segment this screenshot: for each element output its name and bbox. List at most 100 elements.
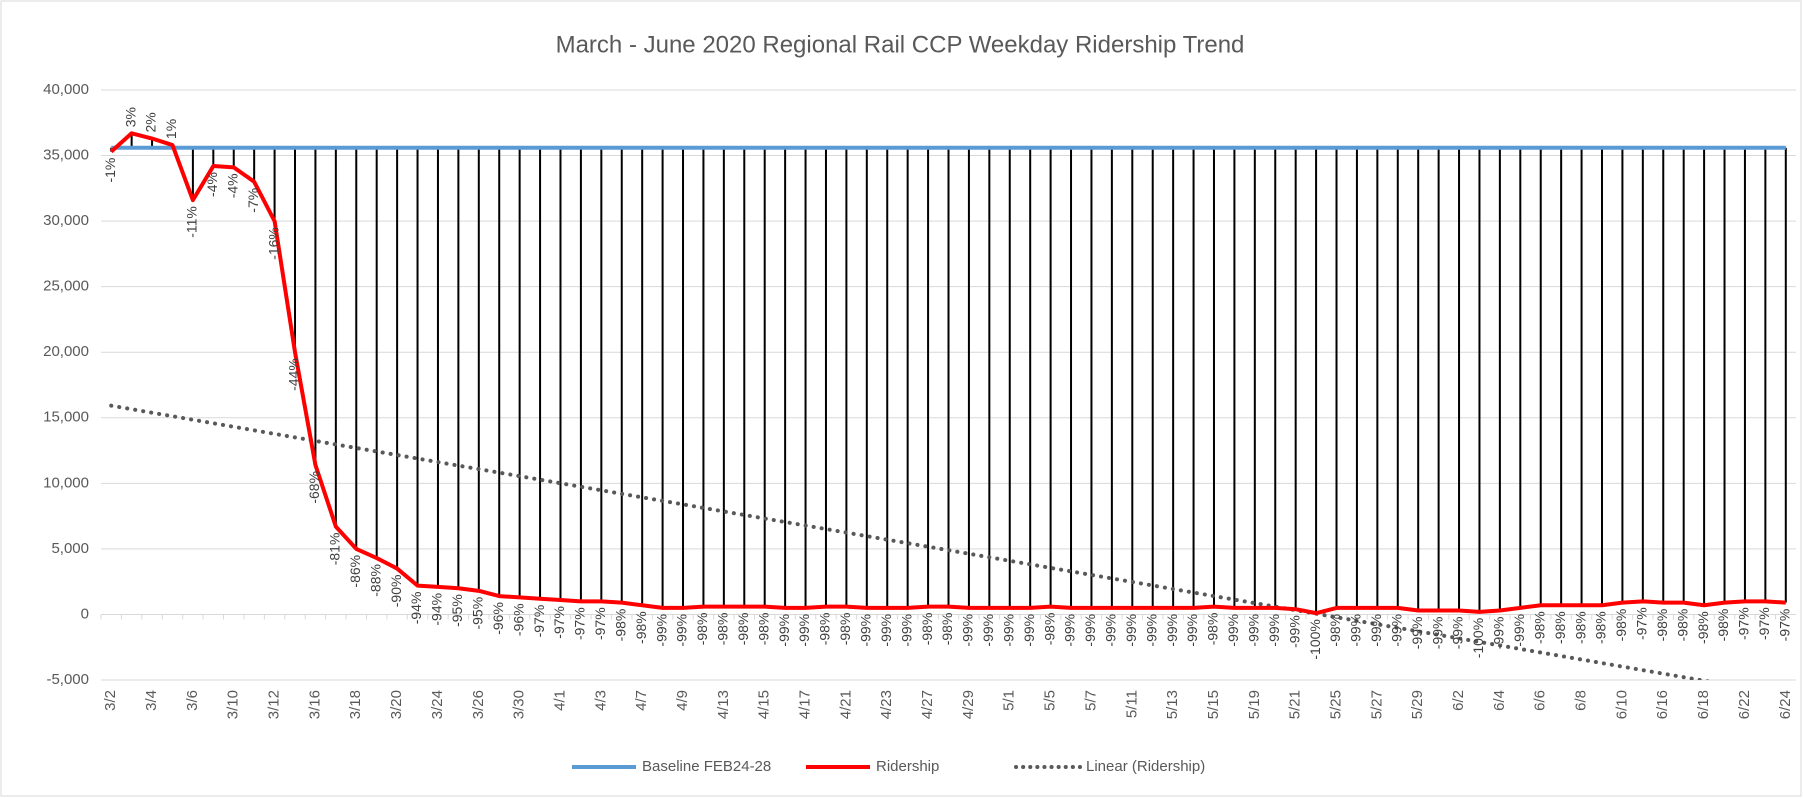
point-label: -99% xyxy=(653,614,669,647)
point-label: -95% xyxy=(449,594,465,627)
point-label: -81% xyxy=(327,533,343,566)
x-tick-label: 4/13 xyxy=(715,690,732,719)
trendline xyxy=(109,403,1712,680)
point-label: -98% xyxy=(817,613,833,646)
y-tick-label: 15,000 xyxy=(43,409,89,426)
point-label: -99% xyxy=(1164,614,1180,647)
point-label: -98% xyxy=(1552,611,1568,644)
x-tick-label: 5/1 xyxy=(1001,690,1018,711)
point-label: -99% xyxy=(1511,614,1527,647)
x-tick-label: 6/16 xyxy=(1654,690,1671,719)
point-label: -99% xyxy=(1388,614,1404,647)
x-tick-label: 6/8 xyxy=(1573,690,1590,711)
point-label: -97% xyxy=(1634,607,1650,640)
point-label: -99% xyxy=(1429,617,1445,650)
point-label: -98% xyxy=(1205,613,1221,646)
point-label: -1% xyxy=(102,158,118,183)
point-label: -99% xyxy=(1062,614,1078,647)
point-label: -98% xyxy=(1327,614,1343,647)
x-tick-label: 6/24 xyxy=(1777,690,1794,719)
legend-label: Ridership xyxy=(876,758,939,775)
x-tick-label: 3/24 xyxy=(429,690,446,719)
point-label: -4% xyxy=(204,172,220,197)
point-label: -96% xyxy=(490,602,506,635)
x-tick-label: 5/5 xyxy=(1042,690,1059,711)
x-tick-label: 5/29 xyxy=(1409,690,1426,719)
y-tick-label: 25,000 xyxy=(43,278,89,295)
x-tick-label: 5/7 xyxy=(1082,690,1099,711)
x-tick-label: 4/7 xyxy=(633,690,650,711)
point-label: -99% xyxy=(1123,614,1139,647)
point-label: -99% xyxy=(1082,614,1098,647)
y-tick-label: 5,000 xyxy=(51,540,89,557)
point-label: -86% xyxy=(347,555,363,588)
point-label: -99% xyxy=(878,614,894,647)
point-label: -94% xyxy=(408,592,424,625)
x-tick-label: 4/17 xyxy=(797,690,814,719)
x-tick-label: 6/22 xyxy=(1736,690,1753,719)
point-label: -97% xyxy=(531,605,547,638)
x-tick-label: 4/15 xyxy=(756,690,773,719)
point-label: -99% xyxy=(1021,614,1037,647)
series-line xyxy=(109,131,1786,616)
x-tick-label: 5/19 xyxy=(1246,690,1263,719)
x-tick-label: 3/10 xyxy=(225,690,242,719)
x-tick-label: 3/2 xyxy=(102,690,119,711)
point-label: -99% xyxy=(1246,614,1262,647)
point-label: -99% xyxy=(674,614,690,647)
point-label: -98% xyxy=(633,611,649,644)
point-label: -97% xyxy=(1756,607,1772,640)
point-label: -4% xyxy=(224,173,240,198)
point-label: -88% xyxy=(367,564,383,597)
point-label: -99% xyxy=(1348,614,1364,647)
point-label: -98% xyxy=(1613,609,1629,642)
point-label: -99% xyxy=(898,614,914,647)
point-label: 3% xyxy=(122,107,138,127)
point-label: -98% xyxy=(755,613,771,646)
y-tick-label: 40,000 xyxy=(43,81,89,98)
point-label: 1% xyxy=(163,119,179,139)
point-label: -90% xyxy=(388,575,404,608)
x-tick-label: 6/6 xyxy=(1532,690,1549,711)
y-tick-label: 30,000 xyxy=(43,212,89,229)
point-label: -99% xyxy=(1368,614,1384,647)
point-label: -98% xyxy=(837,613,853,646)
point-label: -97% xyxy=(551,606,567,639)
point-label: -99% xyxy=(796,614,812,647)
x-tick-label: 6/18 xyxy=(1695,690,1712,719)
x-tick-label: 5/21 xyxy=(1287,690,1304,719)
x-tick-label: 5/25 xyxy=(1327,690,1344,719)
point-label: -68% xyxy=(306,471,322,504)
point-label: -98% xyxy=(1572,611,1588,644)
point-label: -98% xyxy=(1715,609,1731,642)
point-label: -99% xyxy=(1409,617,1425,650)
x-tick-label: 3/20 xyxy=(388,690,405,719)
point-label: -99% xyxy=(1266,614,1282,647)
point-label: -98% xyxy=(1531,611,1547,644)
x-tick-label: 3/18 xyxy=(347,690,364,719)
point-label: -98% xyxy=(735,613,751,646)
point-label: -98% xyxy=(1695,611,1711,644)
point-label: -99% xyxy=(1450,617,1466,650)
x-tick-label: 4/27 xyxy=(919,690,936,719)
point-label: -98% xyxy=(1674,609,1690,642)
point-label: -98% xyxy=(919,613,935,646)
x-tick-label: 6/4 xyxy=(1491,690,1508,711)
point-label: -98% xyxy=(939,613,955,646)
x-tick-label: 3/4 xyxy=(143,690,160,711)
point-label: -99% xyxy=(776,614,792,647)
point-label: -99% xyxy=(1225,614,1241,647)
point-label: -95% xyxy=(470,597,486,630)
x-tick-label: 6/2 xyxy=(1450,690,1467,711)
point-label: -99% xyxy=(858,614,874,647)
y-tick-label: 35,000 xyxy=(43,147,89,164)
point-label: -99% xyxy=(1184,614,1200,647)
x-tick-label: 4/29 xyxy=(960,690,977,719)
point-label: -99% xyxy=(1491,617,1507,650)
point-label: -98% xyxy=(1041,613,1057,646)
point-label: -97% xyxy=(1736,607,1752,640)
x-tick-label: 4/9 xyxy=(674,690,691,711)
point-label: -97% xyxy=(592,607,608,640)
point-label: -98% xyxy=(1593,611,1609,644)
x-tick-label: 5/13 xyxy=(1164,690,1181,719)
